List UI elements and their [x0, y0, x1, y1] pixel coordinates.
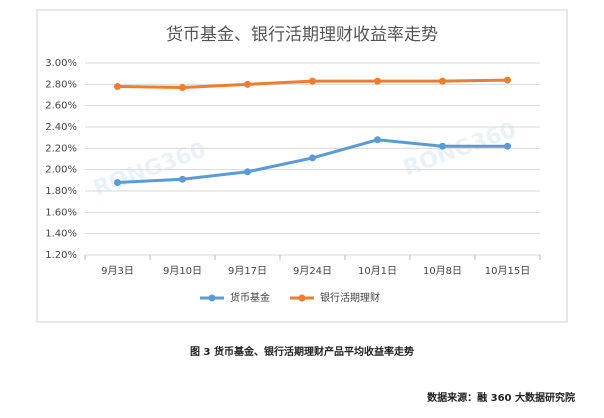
data-point	[309, 77, 316, 85]
data-point	[504, 76, 511, 84]
data-point	[439, 77, 446, 85]
x-tick-label: 10月15日	[485, 265, 530, 277]
x-tick-label: 9月10日	[163, 265, 202, 277]
legend-label: 货币基金	[230, 291, 270, 304]
x-tick-label: 10月8日	[423, 265, 462, 277]
y-tick-label: 2.80%	[45, 79, 77, 90]
y-tick-label: 1.40%	[45, 229, 77, 240]
y-tick-label: 3.00%	[45, 58, 77, 69]
legend-marker	[298, 294, 306, 302]
source: 数据来源：融 360 大数据研究院	[427, 391, 575, 404]
data-point	[114, 178, 121, 186]
chart-title: 货币基金、银行活期理财收益率走势	[166, 25, 438, 45]
legend-label: 银行活期理财	[320, 291, 380, 304]
x-tick-label: 10月1日	[358, 265, 397, 277]
y-tick-label: 2.20%	[45, 143, 77, 154]
data-point	[374, 136, 381, 144]
y-tick-label: 1.80%	[45, 186, 77, 197]
legend-marker	[208, 294, 216, 302]
data-point	[244, 168, 251, 176]
y-tick-label: 2.40%	[45, 122, 77, 133]
data-point	[374, 77, 381, 85]
data-point	[504, 142, 511, 150]
data-point	[179, 84, 186, 92]
data-point	[179, 175, 186, 183]
data-point	[244, 80, 251, 88]
y-tick-label: 2.60%	[45, 101, 77, 112]
data-point	[309, 154, 316, 162]
data-point	[439, 142, 446, 150]
y-tick-label: 2.00%	[45, 165, 77, 176]
x-tick-label: 9月24日	[293, 265, 332, 277]
data-point	[114, 82, 121, 90]
chart-frame	[36, 9, 568, 323]
x-tick-label: 9月3日	[101, 265, 134, 277]
caption: 图 3 货币基金、银行活期理财产品平均收益率走势	[190, 345, 414, 358]
y-tick-label: 1.60%	[45, 207, 77, 218]
y-tick-label: 1.20%	[45, 250, 77, 261]
x-tick-label: 9月17日	[228, 265, 267, 277]
